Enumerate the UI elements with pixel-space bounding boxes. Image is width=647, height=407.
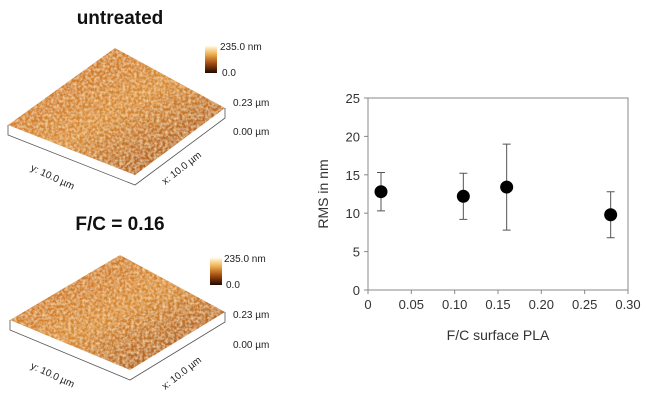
- y-axis-label: y: 10.0 µm: [29, 361, 76, 391]
- panel-title: F/C = 0.16: [75, 214, 164, 235]
- point: [374, 185, 388, 199]
- point: [604, 208, 618, 222]
- y-tick-label: 25: [346, 91, 360, 106]
- afm-base: [9, 312, 226, 381]
- point: [456, 189, 470, 203]
- plot-frame: [367, 97, 629, 291]
- y-tick-label: 15: [346, 168, 360, 183]
- x-tick-label: 0: [364, 297, 371, 312]
- x-tick-label: 0.25: [572, 297, 597, 312]
- afm-panel: F/C = 0.16 235.0 nm 0.0 0.23 µm 0.00 µm …: [9, 214, 269, 393]
- x-tick-label: 0.15: [485, 297, 510, 312]
- y-axis-title: RMS in nm: [315, 159, 331, 228]
- scale-min: 0.0: [226, 280, 240, 291]
- z-bottom: 0.00 µm: [233, 340, 269, 351]
- x-tick-label: 0.10: [442, 297, 467, 312]
- chart: F/C surface PLA RMS in nm 0 5 10 15 20 25 0 0.0…: [315, 91, 641, 343]
- scale-max: 235.0 nm: [220, 42, 262, 53]
- x-tick-label: 0.20: [529, 297, 554, 312]
- y-axis-label: y: 10.0 µm: [29, 163, 76, 193]
- x-axis-title: F/C surface PLA: [447, 327, 550, 343]
- x-axis-label: x: 10.0 µm: [160, 150, 204, 188]
- afm-surface: [8, 48, 225, 175]
- y-tick-label: 0: [353, 283, 360, 298]
- panel-title: untreated: [77, 8, 164, 29]
- color-bar: [210, 258, 222, 285]
- x-axis-label: x: 10.0 µm: [160, 355, 204, 393]
- afm-base: [7, 108, 226, 186]
- afm-surface: [10, 255, 225, 370]
- y-tick-label: 10: [346, 206, 360, 221]
- y-tick-label: 5: [353, 245, 360, 260]
- z-bottom: 0.00 µm: [233, 127, 269, 138]
- y-tick-label: 20: [346, 129, 360, 144]
- x-tick-label: 0.05: [399, 297, 424, 312]
- x-tick-label: 0.30: [615, 297, 640, 312]
- scale-max: 235.0 nm: [224, 254, 266, 265]
- scale-min: 0.0: [222, 68, 236, 79]
- point: [500, 180, 514, 194]
- z-top: 0.23 µm: [233, 98, 269, 109]
- z-top: 0.23 µm: [233, 310, 269, 321]
- afm-panel: untreated 235.0 nm 0.0 0.23 µm 0.00 µm y…: [7, 8, 269, 193]
- color-bar: [205, 46, 217, 73]
